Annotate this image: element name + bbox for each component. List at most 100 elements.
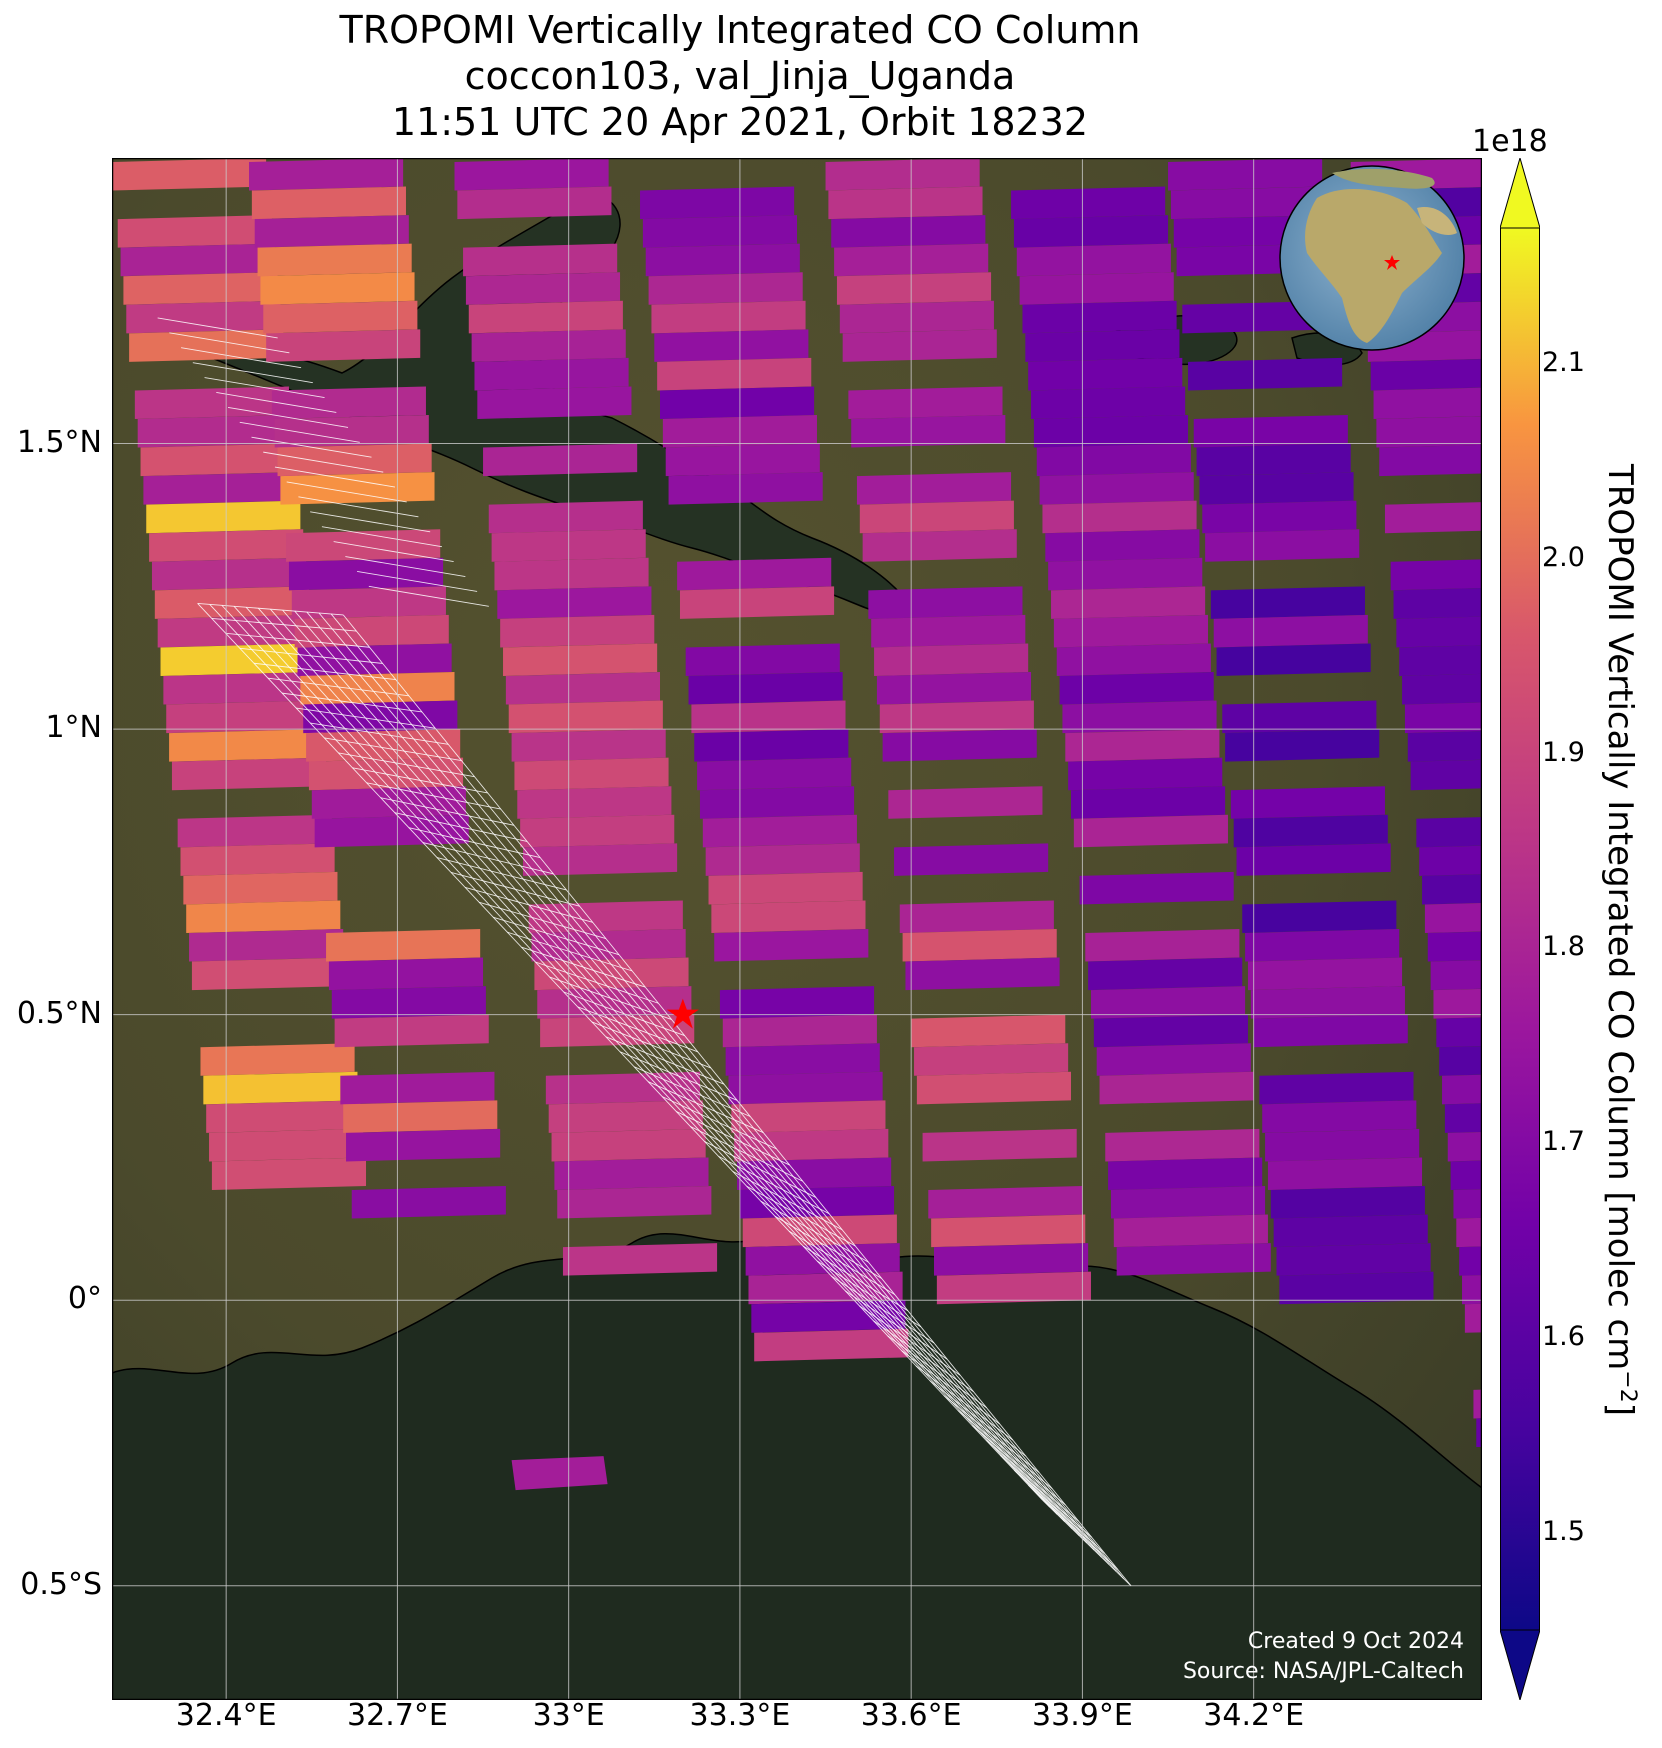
co-pixel	[1222, 700, 1377, 734]
co-pixel	[836, 272, 992, 305]
map-subtitle-time: 11:51 UTC 20 Apr 2021, Orbit 18232	[391, 100, 1089, 144]
co-pixel	[699, 786, 855, 819]
colorbar-extend-bottom	[1500, 1629, 1540, 1700]
co-pixel	[126, 300, 281, 334]
co-pixel	[291, 586, 446, 619]
track-along-line	[306, 611, 1110, 1565]
colorbar-extend-top	[1500, 158, 1540, 229]
co-pixel	[477, 386, 632, 419]
co-pixel	[280, 472, 435, 505]
co-pixel	[1033, 415, 1189, 448]
colorbar-gradient	[1500, 227, 1540, 1631]
map-title: TROPOMI Vertically Integrated CO Column	[339, 8, 1141, 52]
co-pixel	[263, 300, 418, 334]
co-pixel	[206, 1100, 361, 1133]
colorbar-exponent: 1e18	[1472, 124, 1548, 159]
co-pixel	[288, 557, 444, 591]
co-pixel	[642, 215, 797, 248]
co-pixel	[697, 757, 852, 791]
co-pixel	[120, 243, 275, 277]
co-pixel	[1216, 643, 1371, 676]
site-marker-star	[666, 998, 699, 1029]
co-pixel	[1259, 1071, 1414, 1105]
co-pixel	[1404, 702, 1482, 734]
co-pixel	[1068, 757, 1223, 791]
co-pixel	[851, 415, 1006, 448]
co-pixel	[651, 300, 806, 334]
co-pixel	[211, 1157, 367, 1190]
colorbar-tick-label: 1.8	[1542, 931, 1585, 963]
co-pixel	[1253, 1014, 1408, 1048]
co-pixel	[277, 443, 432, 477]
co-pixel	[203, 1071, 358, 1105]
track-cross-line	[286, 481, 407, 503]
co-pixel	[894, 843, 1049, 876]
track-cross-line	[216, 392, 337, 413]
co-pixel	[171, 757, 327, 791]
co-pixel	[702, 814, 857, 848]
co-pixel	[1011, 186, 1166, 220]
co-pixel	[1088, 957, 1243, 991]
track-cross-line	[357, 570, 478, 592]
map-border	[112, 158, 1482, 1700]
co-pixel	[169, 729, 324, 762]
co-pixel	[1250, 986, 1405, 1019]
co-pixel	[497, 586, 652, 619]
co-pixel	[1230, 786, 1385, 819]
track-along-line	[209, 604, 1051, 1508]
co-pixel	[1267, 1157, 1423, 1190]
co-pixel	[1085, 929, 1240, 962]
colorbar-tick-label: 1.9	[1542, 736, 1585, 768]
co-pixel	[1279, 1271, 1434, 1305]
co-pixel	[1013, 215, 1169, 248]
co-pixel	[1099, 1071, 1254, 1105]
co-pixel	[548, 1100, 703, 1133]
co-pixel	[1105, 1128, 1260, 1162]
track-along-line	[197, 603, 1043, 1501]
co-pixel	[1473, 1389, 1482, 1419]
co-pixel	[888, 786, 1043, 819]
co-pixel	[1168, 158, 1323, 191]
co-pixel	[191, 957, 347, 991]
co-pixel	[711, 900, 866, 933]
co-pixel	[1170, 186, 1326, 220]
co-pixel	[1407, 731, 1482, 762]
co-pixel	[488, 500, 643, 534]
colorbar	[1500, 158, 1540, 1700]
co-pixel	[551, 1128, 706, 1162]
co-pixel	[1265, 1128, 1420, 1162]
co-pixel	[751, 1300, 906, 1333]
co-pixel	[483, 443, 638, 477]
co-pixel	[899, 900, 1054, 933]
track-cross-line	[181, 347, 302, 369]
co-pixel	[748, 1271, 903, 1305]
co-pixel	[505, 672, 660, 705]
co-pixel	[112, 158, 267, 191]
track-along-line	[221, 605, 1058, 1515]
co-pixel	[1053, 614, 1208, 648]
co-pixel	[640, 186, 795, 220]
co-pixel	[1116, 1243, 1271, 1276]
co-pixel	[200, 1043, 355, 1076]
co-pixel	[540, 1014, 695, 1048]
track-cross-line	[274, 466, 396, 488]
co-pixel	[657, 357, 812, 391]
co-pixel	[146, 500, 301, 534]
co-pixel	[177, 814, 332, 848]
co-pixel	[163, 672, 318, 705]
globe-inset	[1279, 165, 1465, 351]
europe-shape	[1332, 168, 1435, 189]
co-pixel	[856, 472, 1012, 505]
co-pixel	[137, 415, 292, 448]
track-cross-line	[333, 541, 454, 563]
co-pixel	[688, 672, 843, 705]
track-along-line	[342, 614, 1132, 1587]
co-pixel	[520, 814, 675, 848]
co-pixel	[1042, 500, 1197, 534]
co-pixel	[936, 1271, 1091, 1305]
co-pixel	[660, 386, 815, 419]
latitude-label: 1°N	[45, 710, 102, 746]
co-pixel	[874, 643, 1029, 676]
colorbar-tick-label: 1.5	[1542, 1515, 1585, 1547]
co-pixel	[334, 1014, 489, 1048]
